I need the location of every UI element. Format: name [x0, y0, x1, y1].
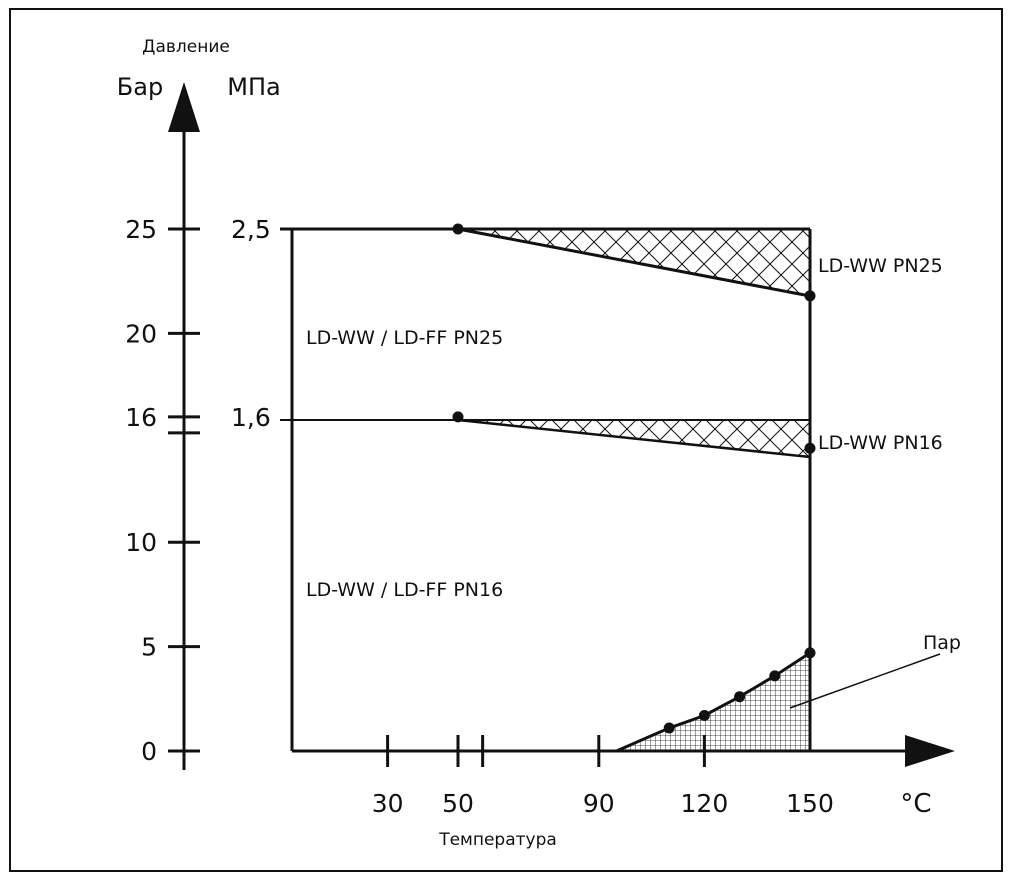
steam-curve [615, 651, 811, 753]
y-tick-label-5: 5 [141, 633, 157, 662]
y-axis-title: Давление [142, 37, 230, 57]
y-axis-arrow [168, 82, 200, 132]
data-point-7 [769, 670, 781, 682]
y-tick-label-0: 0 [141, 737, 157, 766]
label-ld-ww-ld-ff-pn16: LD-WW / LD-FF PN16 [306, 579, 503, 601]
label-steam: Пар [923, 632, 961, 654]
data-point-1 [804, 290, 816, 302]
data-point-5 [698, 710, 710, 722]
mpa-tick-label-2,5: 2,5 [231, 215, 271, 244]
x-tick-label-120: 120 [681, 789, 729, 818]
x-tick-label-30: 30 [372, 789, 404, 818]
y-axis-unit-mpa: МПа [227, 73, 280, 101]
x-tick-label-150: 150 [786, 789, 834, 818]
x-axis-unit: °C [900, 789, 931, 819]
data-point-6 [734, 691, 746, 703]
data-point-8 [804, 647, 816, 659]
pn16-slope-line [457, 418, 811, 459]
x-axis-arrow [905, 735, 955, 767]
chart-frame [9, 8, 1003, 872]
y-tick-label-25: 25 [125, 215, 157, 244]
y-tick-label-20: 20 [125, 319, 157, 348]
y-tick-label-10: 10 [125, 528, 157, 557]
data-point-4 [663, 722, 675, 734]
label-ld-ww-pn16: LD-WW PN16 [818, 432, 943, 454]
x-tick-label-90: 90 [583, 789, 615, 818]
data-point-0 [452, 223, 464, 235]
steam-leader-line [789, 653, 941, 709]
y-tick-label-16: 16 [125, 403, 157, 432]
steam-region [616, 652, 810, 751]
y-axis-unit-bar: Бар [117, 73, 163, 101]
label-ld-ww-ld-ff-pn25: LD-WW / LD-FF PN25 [306, 327, 503, 349]
mpa-tick-label-1,6: 1,6 [231, 403, 271, 432]
label-ld-ww-pn25: LD-WW PN25 [818, 255, 943, 277]
x-axis-title: Температура [438, 830, 557, 850]
pn25-slope-line [457, 227, 811, 298]
data-point-2 [452, 411, 464, 423]
data-point-3 [804, 442, 816, 454]
x-tick-label-50: 50 [442, 789, 474, 818]
